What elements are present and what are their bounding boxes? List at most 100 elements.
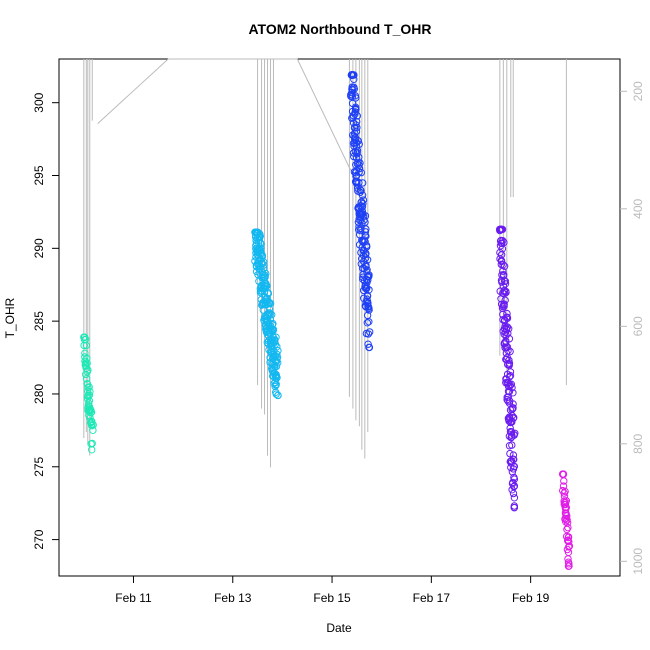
secondary-y-tick-label: 1000 bbox=[631, 548, 645, 575]
data-point bbox=[365, 306, 373, 314]
data-point bbox=[505, 388, 514, 396]
x-tick-label: Feb 11 bbox=[115, 591, 152, 605]
x-axis-label: Date bbox=[326, 621, 352, 635]
data-point bbox=[361, 218, 369, 226]
y-tick-label: 275 bbox=[32, 456, 46, 476]
data-point bbox=[564, 562, 573, 570]
data-point bbox=[273, 343, 281, 351]
data-point bbox=[349, 149, 358, 157]
data-point bbox=[89, 426, 97, 434]
data-point bbox=[365, 286, 373, 294]
data-point bbox=[510, 494, 519, 502]
plot-frame bbox=[58, 58, 621, 577]
data-point bbox=[503, 313, 511, 321]
y-axis: 270 275 280 285 290 295 300 bbox=[32, 92, 59, 550]
data-point bbox=[560, 477, 568, 485]
data-point bbox=[83, 359, 91, 367]
data-point bbox=[359, 196, 368, 204]
data-point bbox=[274, 391, 282, 400]
data-point bbox=[358, 191, 367, 199]
data-point bbox=[355, 164, 364, 173]
data-point bbox=[506, 449, 514, 458]
data-point bbox=[510, 503, 518, 512]
data-point bbox=[505, 325, 513, 333]
data-point bbox=[82, 341, 91, 350]
data-point bbox=[564, 555, 572, 563]
data-point bbox=[505, 359, 514, 367]
chart-title: ATOM2 Northbound T_OHR bbox=[248, 21, 431, 37]
data-point bbox=[359, 199, 367, 208]
data-point bbox=[362, 241, 371, 250]
data-point bbox=[364, 330, 373, 338]
data-point bbox=[272, 362, 281, 371]
data-point bbox=[365, 318, 373, 326]
data-point bbox=[363, 297, 372, 305]
data-point bbox=[565, 537, 573, 546]
data-point bbox=[363, 284, 371, 292]
data-point bbox=[88, 422, 96, 430]
data-point bbox=[500, 300, 508, 308]
data-point bbox=[498, 304, 507, 312]
secondary-lines bbox=[83, 58, 567, 468]
data-point bbox=[260, 284, 269, 292]
data-point bbox=[352, 127, 361, 136]
secondary-y-tick-label: 800 bbox=[631, 433, 645, 453]
x-tick-label: Feb 17 bbox=[413, 591, 451, 605]
data-point bbox=[507, 380, 515, 388]
data-point bbox=[272, 333, 280, 341]
data-point bbox=[500, 238, 508, 247]
data-point bbox=[82, 375, 91, 383]
data-point bbox=[559, 482, 568, 490]
data-point bbox=[501, 296, 509, 304]
data-point bbox=[263, 282, 271, 290]
data-point bbox=[348, 93, 356, 101]
data-point bbox=[362, 225, 370, 233]
data-point bbox=[81, 349, 89, 357]
data-point bbox=[257, 240, 265, 248]
data-point bbox=[260, 261, 268, 269]
data-point bbox=[84, 366, 92, 374]
data-point bbox=[565, 542, 574, 550]
y-tick-label: 270 bbox=[32, 529, 46, 549]
data-point bbox=[499, 272, 508, 280]
secondary-trace-line bbox=[97, 58, 358, 180]
data-point bbox=[353, 148, 361, 157]
data-point bbox=[361, 254, 370, 262]
data-point bbox=[498, 225, 507, 234]
data-point bbox=[258, 252, 267, 261]
data-point bbox=[353, 123, 361, 132]
secondary-y-tick-label: 600 bbox=[631, 316, 645, 336]
data-point bbox=[559, 470, 568, 478]
data-point bbox=[505, 373, 514, 381]
data-point bbox=[506, 372, 515, 380]
data-point bbox=[509, 400, 517, 408]
data-point bbox=[509, 451, 518, 459]
secondary-y-axis: 200 400 600 800 1000 bbox=[620, 81, 645, 575]
data-point bbox=[264, 290, 272, 298]
data-point bbox=[502, 287, 510, 296]
data-point bbox=[364, 340, 372, 348]
data-point bbox=[257, 244, 265, 253]
x-tick-label: Feb 13 bbox=[214, 591, 252, 605]
data-point bbox=[561, 487, 569, 496]
data-points bbox=[80, 71, 574, 570]
data-point bbox=[500, 262, 509, 270]
data-point bbox=[82, 364, 90, 372]
data-point bbox=[89, 421, 97, 429]
data-point bbox=[355, 153, 363, 162]
data-point bbox=[361, 228, 370, 236]
data-point bbox=[85, 391, 94, 399]
data-point bbox=[363, 319, 371, 327]
data-point bbox=[366, 328, 374, 336]
data-point bbox=[363, 256, 372, 264]
data-point bbox=[565, 543, 573, 551]
x-tick-label: Feb 19 bbox=[512, 591, 550, 605]
data-point bbox=[273, 350, 281, 358]
data-point bbox=[365, 272, 373, 281]
data-point bbox=[357, 224, 365, 233]
data-point bbox=[353, 112, 361, 120]
data-point bbox=[501, 277, 509, 285]
data-point bbox=[350, 168, 359, 176]
data-point bbox=[362, 232, 370, 240]
